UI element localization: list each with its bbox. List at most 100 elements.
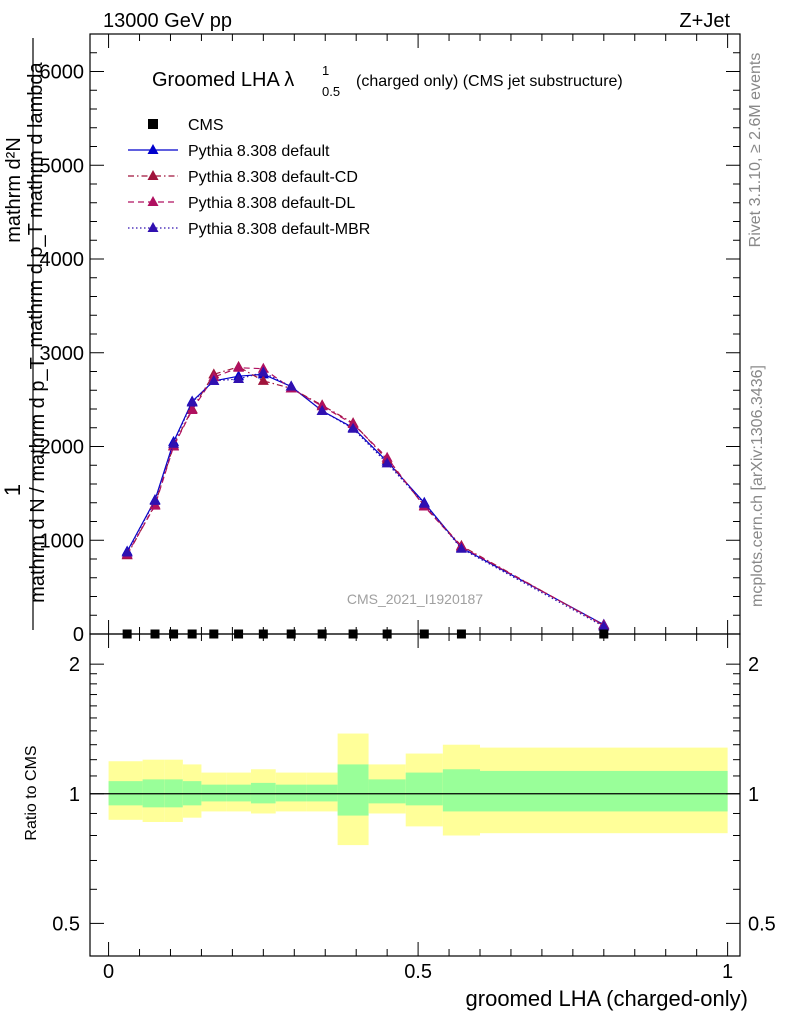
y-tick-label: 1000 [40, 530, 85, 552]
series-point [121, 546, 133, 557]
ratio-tick-label-right: 2 [748, 654, 759, 676]
series-line [126, 366, 605, 627]
y-tick-label: 5000 [40, 155, 85, 177]
main-axis-ticks: 1000 2000 3000 4000 5000 6000 0 [40, 33, 740, 646]
legend-label: Pythia 8.308 default-CD [188, 169, 358, 186]
y-axis-label: 1 mathrm d N / mathrm d p_T mathrm d²N m… [0, 38, 49, 630]
legend-swatch [147, 222, 159, 232]
ratio-y-label: Ratio to CMS [23, 745, 40, 840]
legend-item: Pythia 8.308 default-MBR [128, 221, 370, 238]
series-point [381, 451, 393, 462]
ratio-band-green [405, 772, 443, 806]
series-point [455, 542, 467, 553]
series-line [126, 371, 605, 628]
cms-point [317, 629, 327, 639]
cms-point [599, 629, 609, 639]
legend: CMS Pythia 8.308 default Pythia 8.308 defa… [128, 117, 370, 238]
analysis-watermark: CMS_2021_I1920187 [347, 591, 483, 607]
series-layer [121, 360, 610, 631]
legend-item: Pythia 8.308 default-DL [128, 195, 355, 212]
ratio-tick-label-right: 1 [748, 784, 759, 806]
header-process: Z+Jet [679, 10, 730, 32]
series-point [149, 494, 161, 505]
x-tick-label: 1 [722, 961, 733, 983]
cms-point [169, 629, 179, 639]
series-point [208, 374, 220, 385]
y-tick-label: 2000 [40, 437, 85, 459]
x-tick-label: 0.5 [404, 961, 432, 983]
cms-point [382, 629, 392, 639]
legend-item: CMS [148, 117, 224, 134]
series-point [381, 457, 393, 468]
y-tick-label: 4000 [40, 249, 85, 271]
legend-item: Pythia 8.308 default [128, 143, 330, 160]
header-energy: 13000 GeV pp [103, 10, 232, 32]
series-point [168, 437, 180, 448]
series-point [186, 403, 198, 414]
cms-data-layer [122, 629, 609, 639]
series-point [285, 380, 297, 391]
ratio-band-green [480, 770, 728, 812]
legend-swatch [147, 196, 159, 206]
y-label-one: 1 [0, 484, 25, 496]
chart-title: Groomed LHA λ 1 0.5 (charged only) (CMS … [152, 63, 623, 99]
ratio-tick-label-right: 0.5 [748, 913, 776, 935]
series-point [257, 374, 269, 385]
rivet-label: Rivet 3.1.10, ≥ 2.6M events [747, 53, 764, 248]
ratio-plot-frame [89, 633, 741, 957]
x-axis-title: groomed LHA (charged-only) [466, 986, 748, 1011]
series-point [316, 404, 328, 415]
cms-point [187, 629, 197, 639]
ratio-band-green [201, 784, 227, 802]
ratio-band-green [368, 779, 406, 804]
series-point [418, 497, 430, 508]
legend-label: CMS [188, 117, 224, 134]
ratio-tick-label: 1 [69, 784, 80, 806]
chart-title-suffix: (charged only) (CMS jet substructure) [356, 73, 623, 90]
y-label-denominator: mathrm d N / mathrm d p_T [27, 357, 49, 603]
series-point [186, 396, 198, 407]
series-point [598, 620, 610, 631]
cms-point [209, 629, 219, 639]
ratio-band-green [337, 764, 369, 816]
chart-title-main: Groomed LHA λ [152, 69, 294, 91]
cms-point [234, 629, 244, 639]
y-tick-label: 3000 [40, 343, 85, 365]
y-tick-label: 6000 [40, 62, 85, 84]
series-4 [121, 366, 610, 631]
cms-point [456, 629, 466, 639]
cms-point [419, 629, 429, 639]
series-line [126, 373, 605, 626]
y-label-numerator-2: mathrm d p_T mathrm d lambda [25, 61, 47, 347]
legend-label: Pythia 8.308 default-MBR [188, 221, 370, 238]
ratio-band-green [442, 769, 480, 812]
chart-title-sub: 0.5 [322, 84, 340, 99]
cms-point [150, 629, 160, 639]
ratio-band-green [226, 784, 251, 802]
ratio-uncertainty-bands [108, 733, 728, 846]
y-tick-label: 0 [73, 624, 84, 646]
cms-point [348, 629, 358, 639]
chart-title-sup: 1 [322, 63, 329, 78]
legend-swatch [147, 170, 159, 180]
series-point [233, 361, 245, 372]
series-line [126, 367, 605, 626]
cms-point [258, 629, 268, 639]
y-label-numerator: mathrm d²N [3, 137, 25, 243]
x-tick-label: 0 [103, 961, 114, 983]
ratio-tick-label: 0.5 [52, 913, 80, 935]
series-point [233, 373, 245, 383]
series-point [347, 422, 359, 433]
ratio-band-green [250, 782, 276, 804]
legend-label: Pythia 8.308 default-DL [188, 195, 355, 212]
cms-point [286, 629, 296, 639]
cms-point [122, 629, 132, 639]
ratio-axis-ticks: 0.5 0.5 1 1 2 2 [52, 654, 776, 935]
legend-item: Pythia 8.308 default-CD [128, 169, 358, 186]
series-1 [121, 368, 610, 629]
ratio-tick-label: 2 [69, 654, 80, 676]
series-point [257, 366, 269, 377]
ratio-band-green [306, 784, 338, 802]
mcplots-label: mcplots.cern.ch [arXiv:1306.3436] [749, 365, 766, 607]
